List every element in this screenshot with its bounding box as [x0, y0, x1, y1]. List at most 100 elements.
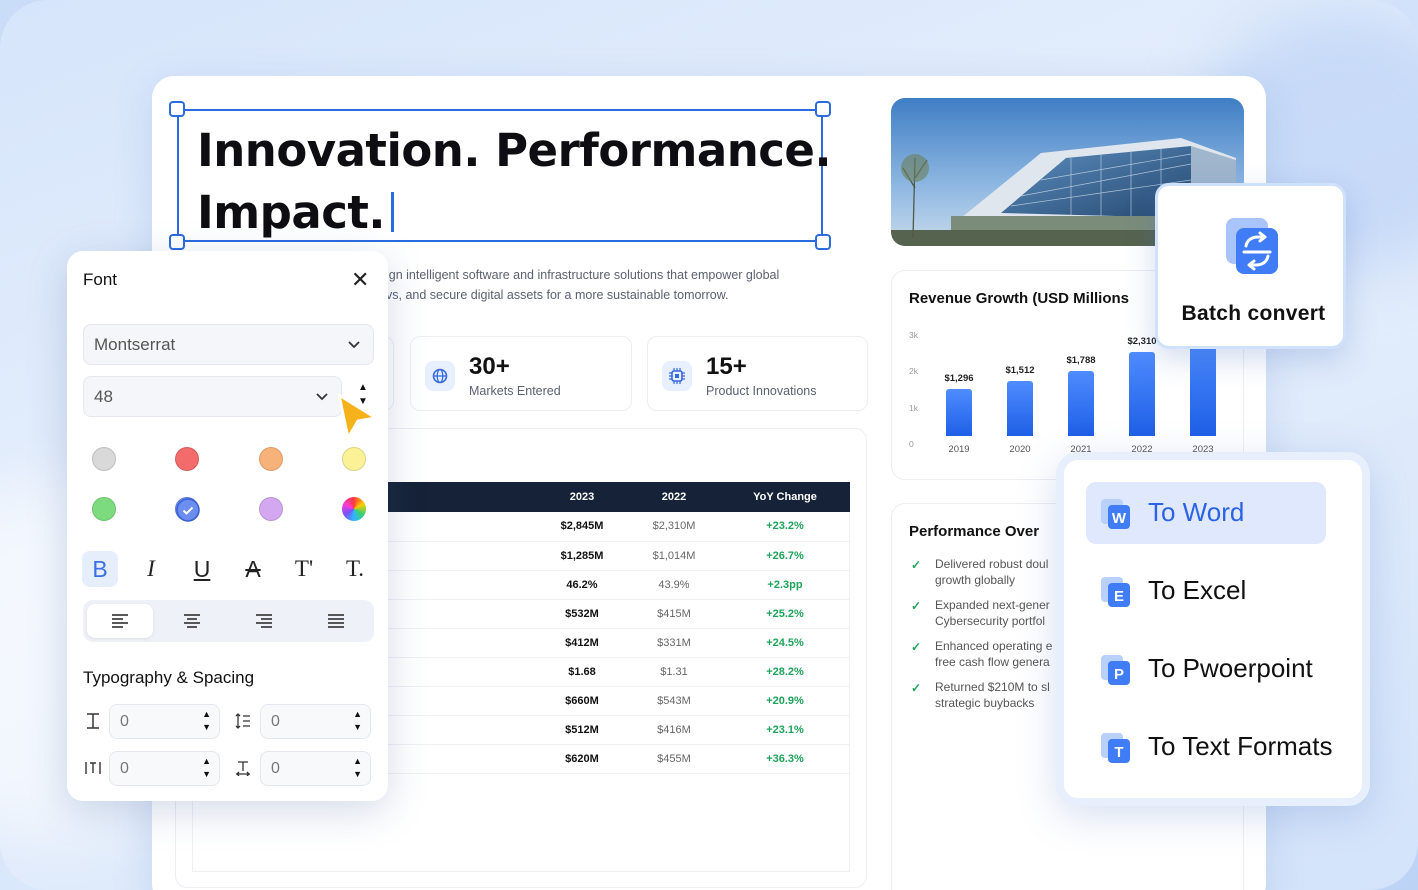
- resize-handle-top-left[interactable]: [169, 101, 185, 117]
- font-family-select[interactable]: Montserrat: [83, 324, 374, 365]
- mouse-cursor-icon: [336, 392, 380, 447]
- color-swatch-gray[interactable]: [92, 447, 116, 471]
- color-swatch-purple[interactable]: [259, 497, 283, 521]
- table-cell-yoy: +26.7%: [720, 541, 850, 571]
- table-cell-2023: $660M: [536, 686, 628, 716]
- table-row: $412M $331M +24.5%: [386, 628, 850, 658]
- table-cell-2022: $416M: [628, 715, 720, 745]
- performance-title: Performance Over: [909, 523, 1040, 540]
- table-cell-yoy: +36.3%: [720, 744, 850, 774]
- table-cell-2022: $415M: [628, 599, 720, 629]
- checkmark-icon: [176, 498, 200, 522]
- table-cell-2023: $620M: [536, 744, 628, 774]
- table-cell-label: [386, 657, 536, 687]
- align-left-icon[interactable]: [87, 604, 153, 638]
- decrement-icon[interactable]: ▼: [358, 396, 368, 407]
- color-swatch-orange[interactable]: [259, 447, 283, 471]
- y-tick-label: 0: [909, 439, 914, 449]
- table-row: $512M $416M +23.1%: [386, 715, 850, 745]
- convert-to-word[interactable]: W To Word: [1086, 482, 1326, 544]
- align-center-icon[interactable]: [159, 604, 225, 638]
- convert-icon: [1222, 216, 1284, 283]
- font-panel-title: Font: [83, 270, 118, 289]
- letter-spacing-icon: [85, 760, 101, 780]
- color-swatch-green[interactable]: [92, 497, 116, 521]
- table-cell-2022: $331M: [628, 628, 720, 658]
- table-row: $620M $455M +36.3%: [386, 744, 850, 774]
- bold-button[interactable]: B: [82, 551, 118, 587]
- increment-icon[interactable]: ▲: [358, 382, 368, 393]
- table-cell-label: [386, 744, 536, 774]
- table-cell-label: [386, 541, 536, 571]
- baseline-shift-icon: [235, 760, 251, 780]
- stat-number: 15+: [706, 353, 747, 380]
- svg-text:T: T: [1114, 744, 1123, 761]
- spin-arrows-icon[interactable]: ▲ ▼: [202, 709, 211, 732]
- table-header-spacer: [386, 482, 536, 512]
- performance-item-line: Returned $210M to sl: [935, 680, 1050, 694]
- subscript-button[interactable]: T.: [345, 556, 365, 581]
- convert-to-pwoerpoint[interactable]: P To Pwoerpoint: [1086, 638, 1326, 700]
- underline-button[interactable]: U: [193, 556, 211, 582]
- table-cell-2023: $512M: [536, 715, 628, 745]
- headline-line-2: Impact.: [197, 186, 386, 239]
- strikethrough-button[interactable]: A: [245, 556, 261, 582]
- batch-convert-button[interactable]: Batch convert: [1155, 183, 1346, 349]
- font-size-value: 48: [94, 387, 113, 406]
- stat-card-innovations: 15+ Product Innovations: [647, 336, 868, 411]
- spin-arrows-icon[interactable]: ▲ ▼: [353, 756, 362, 779]
- financial-table: 2023 2022 YoY Change $2,845M $2,310M +23.2…: [386, 482, 850, 774]
- table-cell-2022: 43.9%: [628, 570, 720, 600]
- convert-to-text-formats[interactable]: T To Text Formats: [1086, 716, 1332, 778]
- table-cell-2022: $2,310M: [628, 512, 720, 542]
- chevron-down-icon: [347, 325, 361, 379]
- convert-to-excel[interactable]: E To Excel: [1086, 560, 1326, 622]
- align-justify-icon[interactable]: [303, 604, 369, 638]
- letter-spacing-value: 0: [120, 760, 129, 777]
- chip-icon: [662, 361, 692, 391]
- color-swatch-rainbow[interactable]: [342, 497, 366, 521]
- y-tick-label: 1k: [909, 402, 918, 413]
- line-height-input[interactable]: 0 ▲ ▼: [109, 704, 220, 739]
- convert-item-label: To Word: [1148, 497, 1245, 527]
- spin-arrows-icon[interactable]: ▲ ▼: [353, 709, 362, 732]
- font-size-stepper[interactable]: ▲ ▼: [356, 381, 370, 409]
- resize-handle-bottom-left[interactable]: [169, 234, 185, 250]
- baseline-shift-input[interactable]: 0 ▲ ▼: [260, 751, 371, 786]
- table-cell-2023: $1,285M: [536, 541, 628, 571]
- x-tick-label: 2022: [1131, 444, 1153, 455]
- align-right-icon[interactable]: [231, 604, 297, 638]
- svg-text:E: E: [1114, 588, 1124, 605]
- y-tick-label: 3k: [909, 330, 918, 340]
- convert-item-label: To Pwoerpoint: [1148, 653, 1313, 683]
- table-cell-2023: $2,845M: [536, 512, 628, 542]
- spin-arrows-icon[interactable]: ▲ ▼: [202, 756, 211, 779]
- color-swatch-blue[interactable]: [175, 497, 200, 522]
- bar-data-label: $1,512: [1005, 365, 1035, 377]
- italic-button[interactable]: I: [147, 556, 155, 581]
- color-swatch-red[interactable]: [175, 447, 199, 471]
- letter-spacing-input[interactable]: 0 ▲ ▼: [109, 751, 220, 786]
- table-cell-yoy: +28.2%: [720, 657, 850, 687]
- table-row: $532M $415M +25.2%: [386, 599, 850, 629]
- superscript-button[interactable]: T': [294, 556, 314, 581]
- text-file-icon: T: [1100, 732, 1132, 764]
- chart-bar: [1068, 371, 1094, 436]
- paragraph-spacing-input[interactable]: 0 ▲ ▼: [260, 704, 371, 739]
- close-icon[interactable]: ✕: [351, 267, 370, 292]
- headline-text[interactable]: Innovation. Performance. Impact.: [197, 120, 837, 244]
- paragraph-spacing-value: 0: [271, 713, 280, 730]
- resize-handle-bottom-right[interactable]: [815, 234, 831, 250]
- font-size-select[interactable]: 48: [83, 376, 342, 417]
- check-icon: ✓: [911, 681, 922, 695]
- table-row: 46.2% 43.9% +2.3pp: [386, 570, 850, 600]
- table-cell-label: [386, 599, 536, 629]
- performance-item: ✓ Expanded next-gener Cybersecurity portfo…: [911, 597, 1059, 629]
- stat-label: Markets Entered: [469, 384, 561, 398]
- table-cell-label: [386, 715, 536, 745]
- color-swatch-yellow[interactable]: [342, 447, 366, 471]
- revenue-chart-title: Revenue Growth (USD Millions: [909, 290, 1130, 307]
- x-tick-label: 2020: [1009, 444, 1031, 455]
- resize-handle-top-right[interactable]: [815, 101, 831, 117]
- text-selection-box[interactable]: [177, 109, 823, 242]
